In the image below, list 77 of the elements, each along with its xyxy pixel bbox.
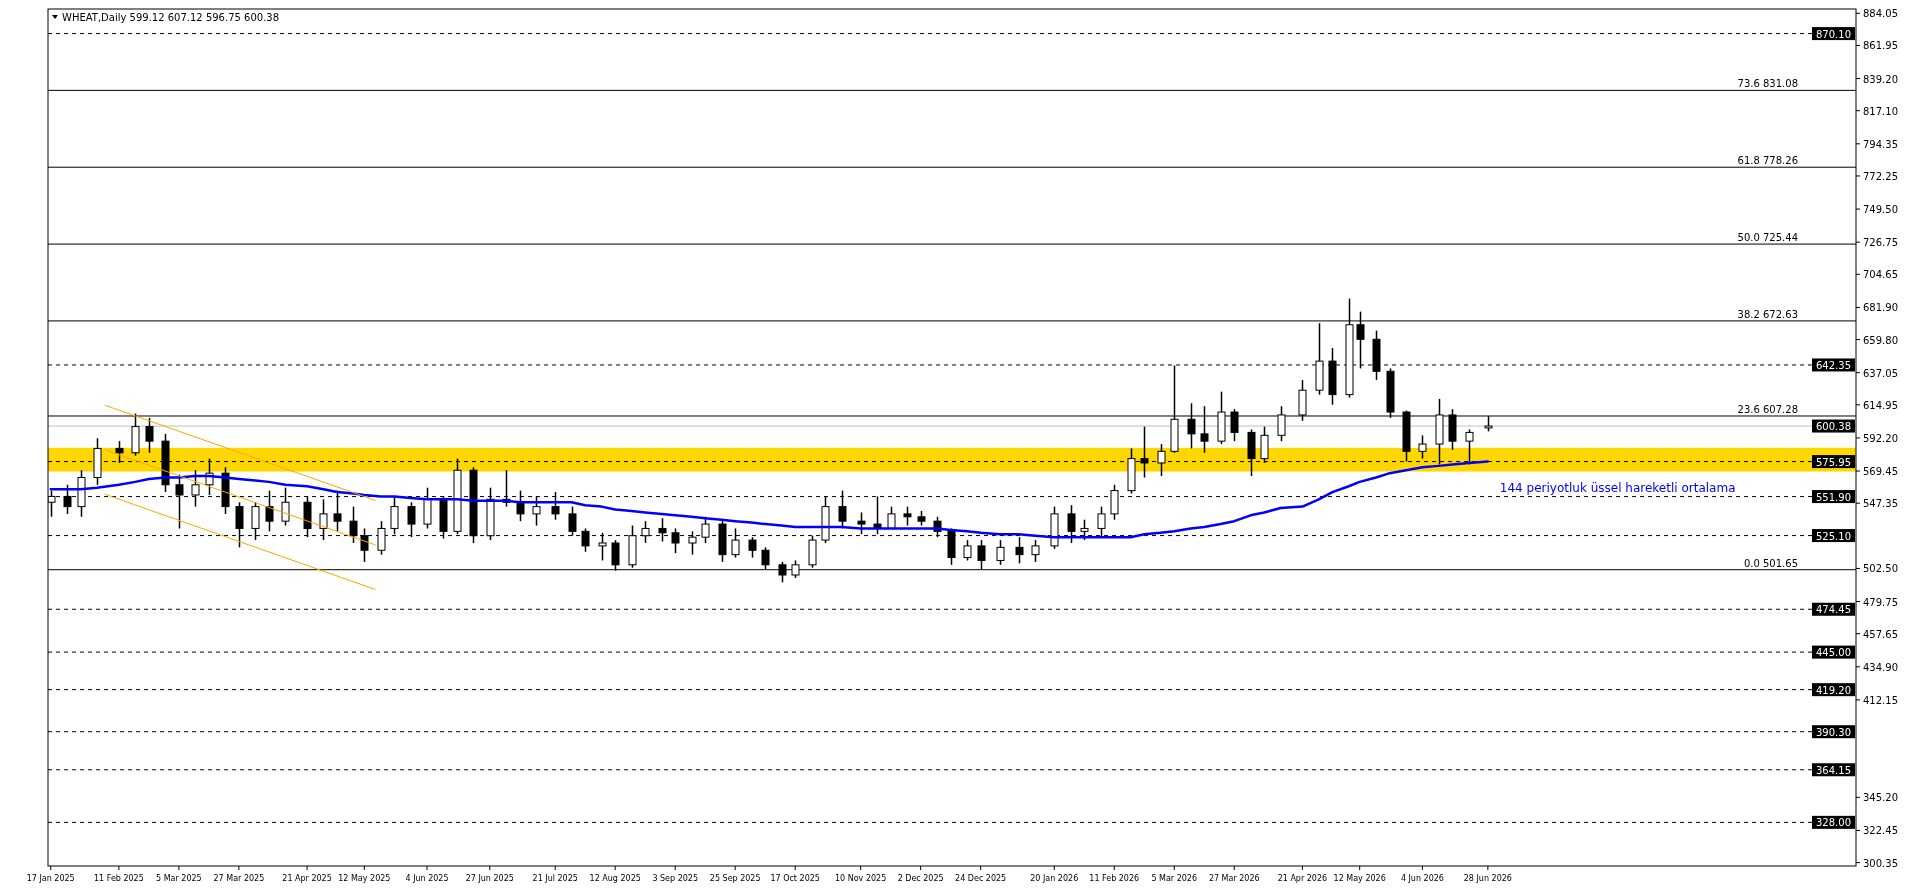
candlestick [857,511,866,536]
chart-title: WHEAT,Daily 599.12 607.12 596.75 600.38 [62,12,280,23]
x-tick-label: 11 Feb 2026 [1089,874,1140,883]
x-tick-label: 21 Apr 2026 [1277,874,1328,883]
y-tick-label: 659.80 [1863,334,1898,346]
y-tick-label: 547.35 [1863,498,1898,510]
ref-line-label: 61.8 778.26 [1737,155,1798,167]
ref-line-label: 23.6 607.28 [1737,403,1798,415]
y-tick-label: 614.95 [1863,399,1898,411]
y-tick-label: 726.75 [1863,237,1898,249]
y-tick-label: 569.45 [1863,466,1898,478]
y-tick-label: 839.20 [1863,73,1898,85]
y-tick-label: 457.65 [1863,628,1898,640]
x-tick-label: 4 Jun 2026 [1400,874,1444,883]
x-tick-label: 27 Mar 2025 [213,874,265,883]
x-tick-label: 24 Dec 2025 [955,874,1007,883]
y-tick-label: 794.35 [1863,138,1898,150]
y-tick-label: 681.90 [1863,302,1898,314]
x-tick-label: 25 Sep 2025 [709,874,761,883]
x-tick-label: 11 Feb 2025 [94,874,144,883]
ref-line-label: 38.2 672.63 [1737,308,1798,320]
x-tick-label: 10 Nov 2025 [835,874,887,883]
y-tick-label: 502.50 [1863,563,1898,575]
ref-line-label: 328.00 [1816,817,1851,829]
candlestick [1015,536,1024,565]
series-label: 144 periyotluk üssel hareketli ortalama [1499,480,1736,495]
y-tick-label: 884.05 [1863,8,1898,20]
ref-line-label: 419.20 [1816,684,1851,696]
ref-line-label: 474.45 [1816,604,1851,616]
x-tick-label: 21 Apr 2025 [282,874,332,883]
y-tick-label: 861.95 [1863,40,1898,52]
ref-line-label: 551.90 [1816,491,1851,503]
x-tick-label: 12 May 2026 [1333,874,1386,883]
candlestick [963,539,972,562]
ref-line-label: 870.10 [1816,28,1851,40]
y-tick-label: 592.20 [1863,432,1898,444]
ref-line-label: 600.38 [1816,421,1851,433]
y-tick-label: 412.15 [1863,694,1898,706]
ref-line-label: 525.10 [1816,530,1851,542]
x-tick-label: 21 Jul 2025 [532,874,578,883]
ref-line-label: 642.35 [1816,359,1851,371]
candlestick [1031,539,1040,563]
x-tick-label: 12 Aug 2025 [589,874,641,883]
y-tick-label: 817.10 [1863,105,1898,117]
candlestick [1418,434,1427,460]
ref-line-label: 73.6 831.08 [1737,78,1798,90]
ref-line-label: 445.00 [1816,647,1851,659]
ref-line-label: 50.0 725.44 [1737,232,1798,244]
x-tick-label: 27 Mar 2026 [1208,874,1260,883]
y-tick-label: 300.35 [1863,857,1898,869]
x-tick-label: 12 May 2025 [338,874,391,883]
y-tick-label: 345.20 [1863,792,1898,804]
candlestick [903,505,912,527]
candlestick [996,539,1005,566]
ref-line-label: 390.30 [1816,726,1851,738]
x-tick-label: 17 Oct 2025 [770,874,820,883]
line-series [49,460,1490,539]
y-tick-label: 434.90 [1863,661,1898,673]
x-tick-label: 3 Sep 2025 [652,874,699,883]
y-tick-label: 772.25 [1863,170,1898,182]
x-tick-label: 5 Mar 2026 [1151,874,1198,883]
y-tick-label: 322.45 [1863,825,1898,837]
y-tick-label: 749.50 [1863,204,1898,216]
candlestick [349,505,358,544]
x-tick-label: 4 Jun 2025 [405,874,449,883]
ref-line-label: 575.95 [1816,456,1851,468]
y-tick-label: 479.75 [1863,596,1898,608]
y-tick-label: 704.65 [1863,269,1898,281]
x-tick-label: 17 Jan 2025 [26,874,75,883]
x-tick-label: 28 Jun 2026 [1463,874,1512,883]
x-tick-label: 27 Jun 2025 [465,874,514,883]
y-tick-label: 637.05 [1863,367,1898,379]
ref-line-label: 0.0 501.65 [1743,557,1798,569]
x-tick-label: 5 Mar 2025 [156,874,202,883]
x-tick-label: 20 Jan 2026 [1030,874,1079,883]
ref-line-label: 364.15 [1816,764,1851,776]
x-tick-label: 2 Dec 2025 [897,874,944,883]
